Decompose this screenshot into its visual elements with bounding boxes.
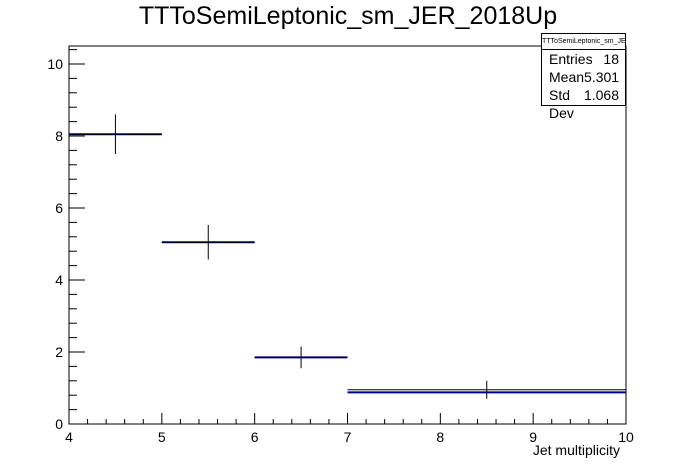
stats-row-entries: Entries 18 [542,50,625,68]
x-tick-label: 7 [344,429,352,445]
stats-box: TTToSemiLeptonic_sm_JER_2018Up Entries 1… [541,33,626,121]
x-tick-label: 6 [251,429,259,445]
stats-label: Mean [549,69,585,85]
stats-value: 18 [603,51,619,67]
x-tick-label: 4 [65,429,73,445]
x-axis-label: Jet multiplicity [532,442,620,458]
stats-label: Entries [549,51,593,67]
stats-label: Std Dev [549,87,574,121]
y-tick-label: 0 [55,416,63,432]
stats-box-title: TTToSemiLeptonic_sm_JER_2018Up [542,34,625,50]
x-tick-label: 10 [618,429,634,445]
x-tick-label: 8 [436,429,444,445]
chart-title: TTToSemiLeptonic_sm_JER_2018Up [138,2,558,30]
x-tick-label: 5 [158,429,166,445]
y-tick-label: 10 [47,56,63,72]
stats-row-stddev: Std Dev 1.068 [542,86,625,121]
stats-value: 1.068 [583,87,619,103]
axes: 4 5 6 7 8 9 10 0 2 4 6 8 10 [47,45,634,445]
y-tick-label: 8 [55,128,63,144]
histogram-bins [69,114,626,399]
stats-value: 5.301 [584,69,620,85]
x-tick-label: 9 [529,429,537,445]
y-tick-label: 2 [55,344,63,360]
y-tick-label: 4 [55,272,63,288]
stats-row-mean: Mean 5.301 [542,68,625,86]
y-tick-label: 6 [55,200,63,216]
